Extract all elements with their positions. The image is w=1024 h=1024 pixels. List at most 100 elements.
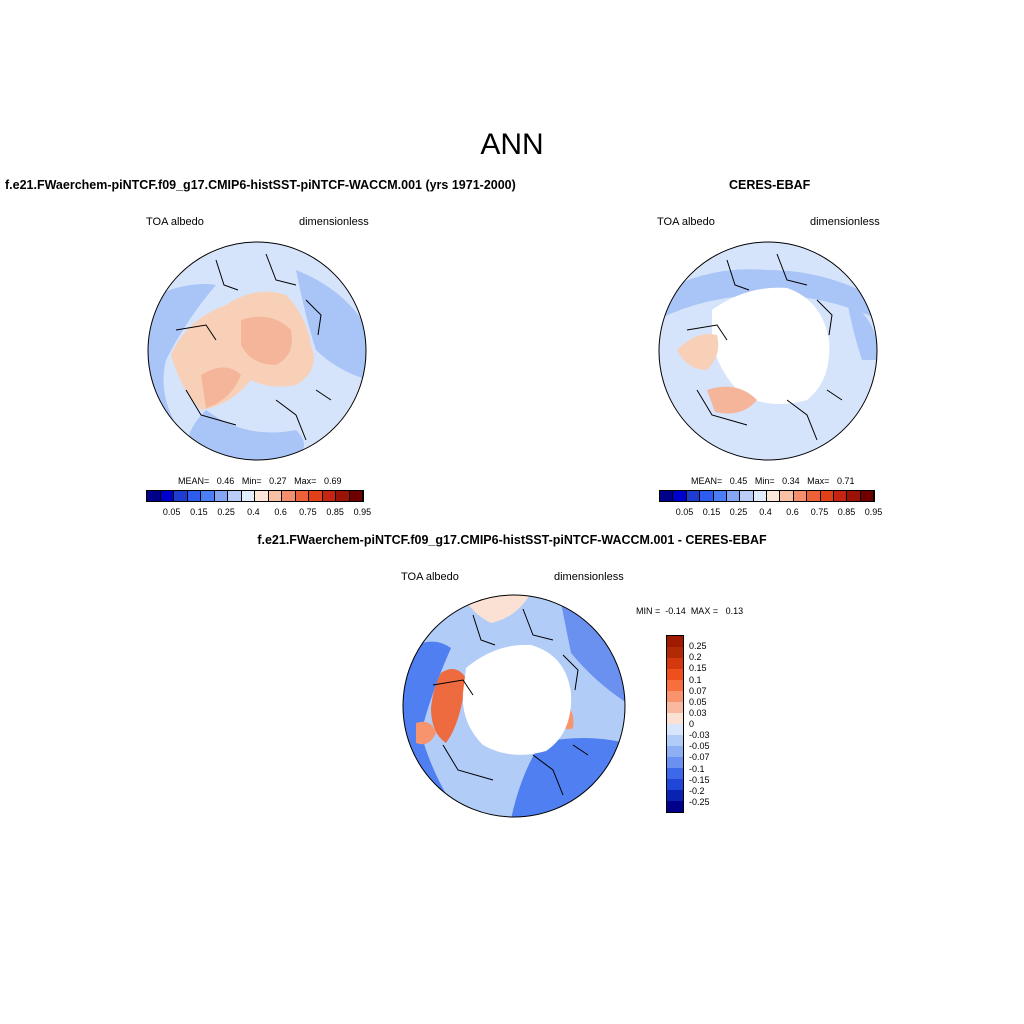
- colorbar-tick-label: 0.6: [786, 507, 799, 517]
- colorbar-swatch: [667, 735, 683, 746]
- colorbar-swatches: [659, 490, 875, 502]
- colorbar-tick-label: 0.05: [162, 507, 181, 517]
- colorbar-tick-label: 0: [689, 719, 695, 729]
- panel-1-stats: MEAN= 0.46 Min= 0.27 Max= 0.69: [178, 476, 341, 486]
- colorbar-swatch: [860, 491, 874, 501]
- colorbar-tick-label: 0.07: [689, 685, 707, 696]
- stat-max-label: MAX =: [690, 606, 719, 616]
- colorbar-swatch: [349, 491, 363, 501]
- stat-min-value: -0.14: [665, 606, 686, 616]
- map-1-ocean-band-south: [188, 410, 304, 460]
- map-2-boundary: [658, 241, 878, 461]
- colorbar-swatch: [322, 491, 336, 501]
- colorbar-tick-label: 0.25: [729, 507, 748, 517]
- stat-max-value: 0.13: [725, 606, 744, 616]
- colorbar-swatch: [700, 491, 714, 501]
- colorbar-tick-label: 0.25: [689, 641, 707, 652]
- map-2-greenland: [707, 386, 757, 414]
- colorbar-swatch: [295, 491, 309, 501]
- colorbar-swatch: [241, 491, 255, 501]
- colorbar-swatch: [667, 790, 683, 801]
- colorbar-swatch: [174, 491, 188, 501]
- colorbar-swatch: [753, 491, 767, 501]
- map-3-masked-arctic: [462, 644, 572, 755]
- panel-2-map: [658, 241, 878, 461]
- map-2-warm-west: [677, 334, 719, 370]
- colorbar-swatch: [807, 491, 821, 501]
- colorbar-swatch: [147, 491, 161, 501]
- colorbar-swatch: [268, 491, 282, 501]
- panel-1-map: [147, 241, 367, 461]
- colorbar-swatches: [666, 635, 684, 813]
- colorbar-swatch: [228, 491, 242, 501]
- colorbar-swatch: [667, 636, 683, 647]
- colorbar-swatch: [740, 491, 754, 501]
- colorbar-tick-label: 0.2: [689, 652, 702, 663]
- colorbar-swatch: [667, 768, 683, 779]
- colorbar-swatch: [833, 491, 848, 501]
- panel-1-title: f.e21.FWaerchem-piNTCF.f09_g17.CMIP6-his…: [5, 178, 516, 192]
- stat-min-value: 0.27: [269, 476, 287, 486]
- colorbar-tick-label: -0.15: [689, 774, 710, 785]
- colorbar-tick-label: 0.95: [864, 507, 883, 517]
- colorbar-swatch: [667, 757, 683, 768]
- map-3-negative-northeast: [561, 603, 625, 703]
- map-3-positive-small: [416, 721, 436, 745]
- colorbar-tick-label: 0.4: [759, 507, 772, 517]
- colorbar-swatch: [187, 491, 201, 501]
- panel-3-stats: MIN = -0.14 MAX = 0.13: [636, 606, 743, 616]
- colorbar-swatch: [201, 491, 215, 501]
- colorbar-tick-label: 0.15: [190, 507, 208, 517]
- panel-2-title: CERES-EBAF: [729, 178, 811, 192]
- stat-mean-value: 0.45: [729, 476, 748, 486]
- colorbar-swatch: [667, 779, 683, 790]
- colorbar-tick-label: 0.95: [353, 507, 372, 517]
- colorbar-swatch: [767, 491, 781, 501]
- colorbar-swatch: [255, 491, 269, 501]
- colorbar-tick-label: 0.85: [326, 507, 344, 517]
- colorbar-swatch: [667, 702, 683, 713]
- colorbar-swatch: [667, 746, 683, 757]
- colorbar-swatch: [667, 713, 683, 724]
- panel-2-colorbar: 0.05 0.15 0.25 0.4 0.6 0.75 0.85 0.95: [659, 490, 882, 526]
- map-2-coastlines: [686, 253, 843, 441]
- colorbar-swatch: [673, 491, 687, 501]
- map-2-ocean-band-east: [847, 300, 877, 360]
- colorbar-swatch: [686, 491, 701, 501]
- stat-max-label: Max=: [294, 476, 317, 486]
- colorbar-swatch: [667, 669, 683, 680]
- colorbar-swatch: [667, 801, 683, 812]
- colorbar-swatch: [667, 724, 683, 735]
- map-1-arctic-core: [241, 316, 292, 365]
- map-3-coastlines: [432, 608, 589, 796]
- colorbar-tick-label: 0.75: [810, 507, 829, 517]
- stat-max-value: 0.71: [836, 476, 855, 486]
- panel-3-title: f.e21.FWaerchem-piNTCF.f09_g17.CMIP6-his…: [257, 533, 767, 547]
- colorbar-tick-label: -0.25: [689, 796, 710, 807]
- colorbar-swatch: [160, 491, 174, 501]
- colorbar-tick-label: 0.15: [702, 507, 721, 517]
- colorbar-tick-label: 0.85: [837, 507, 856, 517]
- colorbar-swatch: [847, 491, 861, 501]
- stat-mean-label: MEAN=: [178, 476, 210, 486]
- colorbar-tick-label: 0.75: [299, 507, 317, 517]
- colorbar-tick-label: -0.07: [689, 752, 710, 763]
- colorbar-swatch: [780, 491, 794, 501]
- colorbar-swatch: [309, 491, 323, 501]
- stat-max-label: Max=: [807, 476, 830, 486]
- panel-1-colorbar: 0.05 0.15 0.25 0.4 0.6 0.75 0.85 0.95: [146, 490, 371, 526]
- stat-mean-label: MEAN=: [691, 476, 723, 486]
- map-1-boundary: [147, 241, 367, 461]
- main-title: ANN: [480, 128, 544, 161]
- colorbar-tick-label: 0.25: [217, 507, 235, 517]
- map-1-coastlines: [175, 253, 332, 441]
- stat-min-label: Min=: [754, 476, 775, 486]
- stat-min-label: Min=: [241, 476, 262, 486]
- colorbar-tick-label: -0.1: [689, 763, 705, 774]
- panel-2-variable-label: TOA albedo: [657, 216, 715, 228]
- stat-min-value: 0.34: [782, 476, 800, 486]
- colorbar-swatch: [667, 647, 683, 658]
- map-3-boundary: [402, 594, 626, 818]
- colorbar-tick-label: 0.05: [689, 696, 707, 707]
- colorbar-swatch: [667, 691, 683, 702]
